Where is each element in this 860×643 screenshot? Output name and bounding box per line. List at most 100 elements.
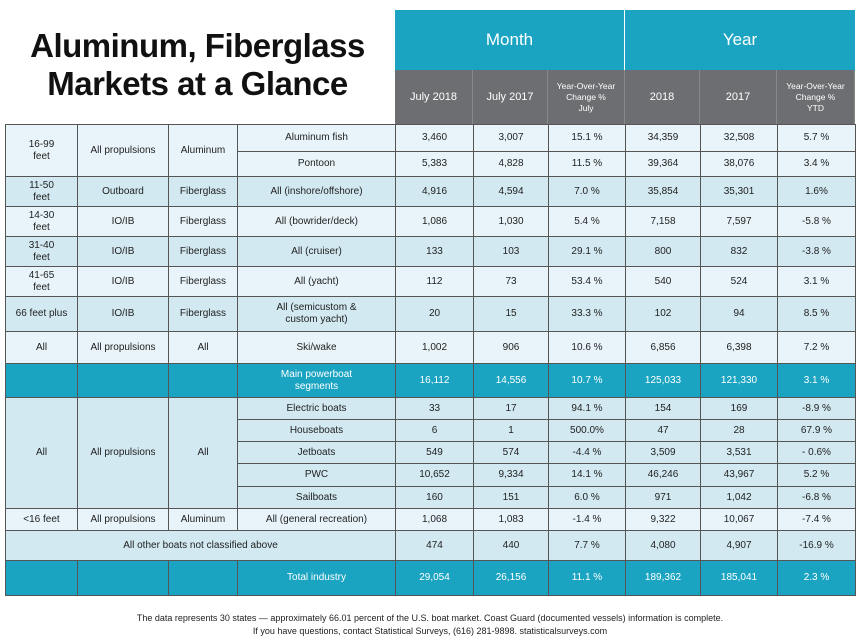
propulsion-cell: All propulsions — [77, 124, 169, 177]
value-cell: 94 — [700, 296, 778, 332]
value-cell: 5.2 % — [777, 463, 856, 487]
value-cell: -4.4 % — [548, 441, 626, 464]
column-header: 2017 — [700, 70, 777, 124]
table-row: Pontoon 5,383 4,828 11.5 % 39,364 38,076 3.4 % — [6, 151, 856, 177]
size-cell: 31-40 feet — [5, 236, 78, 267]
material-cell: Fiberglass — [168, 236, 238, 267]
size-cell: All — [5, 397, 78, 509]
propulsion-cell: IO/IB — [77, 236, 169, 267]
value-cell: 3,007 — [473, 124, 549, 152]
material-cell: Fiberglass — [168, 296, 238, 332]
size-cell: 11-50 feet — [5, 176, 78, 207]
value-cell: 7,158 — [625, 206, 701, 237]
value-cell: 189,362 — [625, 560, 701, 596]
value-cell: 169 — [700, 397, 778, 420]
value-cell: 8.5 % — [777, 296, 856, 332]
value-cell: 15.1 % — [548, 124, 626, 152]
year-header: Year — [625, 10, 855, 70]
empty-cell — [168, 363, 238, 398]
value-cell: 7.0 % — [548, 176, 626, 207]
value-cell: 5.7 % — [777, 124, 856, 152]
column-header: Year-Over-Year Change % July — [548, 70, 625, 124]
segment-cell: All (inshore/offshore) — [237, 176, 396, 207]
value-cell: 151 — [473, 486, 549, 509]
value-cell: 4,080 — [625, 530, 701, 561]
value-cell: 20 — [395, 296, 474, 332]
material-cell: Fiberglass — [168, 206, 238, 237]
value-cell: 103 — [473, 236, 549, 267]
row-label: All other boats not classified above — [5, 530, 396, 561]
segment-cell: Jetboats — [237, 441, 396, 464]
value-cell: 10.6 % — [548, 331, 626, 364]
column-header: 2018 — [625, 70, 700, 124]
material-cell: Fiberglass — [168, 266, 238, 297]
table-row: Jetboats 549 574 -4.4 % 3,509 3,531- 0.6% — [6, 441, 856, 464]
value-cell: -3.8 % — [777, 236, 856, 267]
material-cell: All — [168, 331, 238, 364]
value-cell: 800 — [625, 236, 701, 267]
table-row: All other boats not classified above 474 4… — [5, 530, 856, 561]
value-cell: 1 — [473, 419, 549, 442]
value-cell: 4,828 — [473, 151, 549, 177]
propulsion-cell: Outboard — [77, 176, 169, 207]
size-cell: 41-65 feet — [5, 266, 78, 297]
table-row: Total industry 29,054 26,156 11.1 % 189,362 1… — [5, 560, 856, 596]
propulsion-cell: IO/IB — [77, 296, 169, 332]
table-row: Main powerboat segments 16,112 14,556 10.7 … — [5, 363, 856, 398]
value-cell: 53.4 % — [548, 266, 626, 297]
value-cell: 10,652 — [395, 463, 474, 487]
column-header: July 2018 — [395, 70, 473, 124]
value-cell: 29,054 — [395, 560, 474, 596]
value-cell: - 0.6% — [777, 441, 856, 464]
table-row: <16 feet All propulsions Aluminum All (gene… — [5, 508, 856, 531]
value-cell: -5.8 % — [777, 206, 856, 237]
value-cell: 7.2 % — [777, 331, 856, 364]
value-cell: 5.4 % — [548, 206, 626, 237]
segment-cell: Houseboats — [237, 419, 396, 442]
value-cell: 125,033 — [625, 363, 701, 398]
empty-cell — [77, 363, 169, 398]
table-row: 14-30 feet IO/IB Fiberglass All (bowrider/d… — [5, 206, 856, 237]
table-row: 66 feet plus IO/IB Fiberglass All (semicust… — [5, 296, 856, 332]
value-cell: 32,508 — [700, 124, 778, 152]
segment-cell: Sailboats — [237, 486, 396, 509]
segment-cell: All (semicustom & custom yacht) — [237, 296, 396, 332]
material-cell: Aluminum — [168, 124, 238, 177]
value-cell: 3,531 — [700, 441, 778, 464]
value-cell: 500.0% — [548, 419, 626, 442]
value-cell: 1,068 — [395, 508, 474, 531]
title: Aluminum, Fiberglass Markets at a Glance — [30, 27, 365, 102]
value-cell: 1,086 — [395, 206, 474, 237]
month-header: Month — [395, 10, 624, 70]
empty-cell — [5, 363, 78, 398]
value-cell: 549 — [395, 441, 474, 464]
empty-cell — [168, 560, 238, 596]
propulsion-cell: All propulsions — [77, 397, 169, 509]
material-cell: Fiberglass — [168, 176, 238, 207]
segment-cell: All (cruiser) — [237, 236, 396, 267]
segment-cell: Aluminum fish — [237, 124, 396, 152]
propulsion-cell: All propulsions — [77, 508, 169, 531]
value-cell: 3.4 % — [777, 151, 856, 177]
value-cell: 94.1 % — [548, 397, 626, 420]
data-table: 16-99 feet All propulsions Aluminum Aluminu… — [5, 124, 856, 596]
value-cell: 3,460 — [395, 124, 474, 152]
size-cell: 66 feet plus — [5, 296, 78, 332]
empty-cell — [5, 560, 78, 596]
value-cell: 6,398 — [700, 331, 778, 364]
footer-line: If you have questions, contact Statistic… — [252, 626, 608, 636]
value-cell: 10,067 — [700, 508, 778, 531]
value-cell: 1,030 — [473, 206, 549, 237]
segment-cell: All (yacht) — [237, 266, 396, 297]
segment-cell: PWC — [237, 463, 396, 487]
value-cell: 34,359 — [625, 124, 701, 152]
value-cell: -16.9 % — [777, 530, 856, 561]
value-cell: 832 — [700, 236, 778, 267]
value-cell: 1,042 — [700, 486, 778, 509]
segment-cell: All (bowrider/deck) — [237, 206, 396, 237]
value-cell: 6.0 % — [548, 486, 626, 509]
segment-cell: Total industry — [237, 560, 396, 596]
value-cell: 43,967 — [700, 463, 778, 487]
value-cell: 2.3 % — [777, 560, 856, 596]
value-cell: 3.1 % — [777, 266, 856, 297]
